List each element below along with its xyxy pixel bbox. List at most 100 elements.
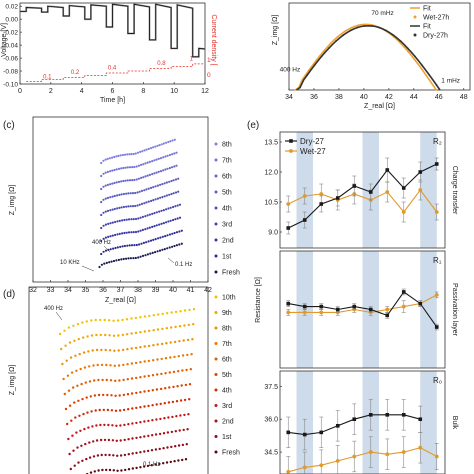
- legend-label: Wet-27: [300, 147, 326, 156]
- data-point: [127, 218, 131, 221]
- data-point: [178, 203, 182, 206]
- data-point: [65, 359, 68, 362]
- data-point: [115, 439, 119, 442]
- data-point: [139, 436, 142, 439]
- x-tick-label: 42: [385, 94, 393, 101]
- data-point: [172, 192, 175, 195]
- data-point: [166, 247, 169, 250]
- data-point: [162, 462, 165, 465]
- data-point: [145, 241, 148, 244]
- data-point: [147, 434, 150, 438]
- data-point: [155, 224, 158, 227]
- data-point: [126, 333, 129, 336]
- data-point: [164, 357, 168, 360]
- data-point: [135, 178, 138, 181]
- data-point: [130, 317, 133, 320]
- data-point: [135, 165, 138, 168]
- data-point: [112, 247, 115, 250]
- data-point: [130, 347, 133, 350]
- data-point: [163, 402, 166, 405]
- data-point: [173, 165, 176, 168]
- data-point: [157, 237, 160, 240]
- data-point: [111, 221, 114, 224]
- data-point: [171, 139, 174, 142]
- legend-marker: [214, 238, 218, 242]
- data-point: [160, 357, 163, 361]
- wet-marker: [302, 194, 307, 198]
- data-point: [88, 365, 91, 368]
- data-point: [166, 167, 169, 170]
- legend-marker: [214, 373, 218, 376]
- legend-label: Wet-27h: [423, 15, 449, 22]
- data-point: [141, 215, 144, 218]
- y-tick-label: 13.5: [264, 140, 278, 147]
- subplot-frame: [279, 250, 446, 369]
- data-point: [106, 157, 109, 160]
- data-point: [150, 186, 153, 189]
- data-point: [115, 424, 118, 427]
- data-point: [119, 154, 122, 157]
- data-point: [185, 443, 188, 446]
- data-point: [160, 342, 164, 346]
- data-point: [114, 379, 117, 382]
- data-point: [153, 225, 156, 228]
- data-point: [172, 218, 175, 222]
- data-point: [143, 345, 146, 348]
- data-point: [190, 353, 193, 356]
- legend-label: 1st: [222, 434, 231, 441]
- data-point: [102, 393, 105, 397]
- data-point: [160, 209, 163, 212]
- data-point: [164, 168, 167, 171]
- legend-label: Fresh: [222, 450, 240, 457]
- data-point: [137, 164, 140, 167]
- panel-label-c: (c): [3, 120, 15, 131]
- data-point: [183, 309, 187, 312]
- data-point: [173, 138, 176, 141]
- annotation: 70 mHz: [371, 10, 393, 17]
- data-point: [169, 356, 172, 359]
- data-point: [123, 423, 126, 427]
- data-point: [120, 258, 123, 261]
- data-point: [123, 438, 126, 442]
- data-point: [183, 324, 186, 327]
- data-point: [156, 328, 160, 331]
- panel-a: 0 2 4 6 8 10 120.020.00-0.02-0.04-0.06-0.08-0.…: [1, 2, 217, 104]
- data-point: [58, 332, 62, 336]
- x-tick-label: 36: [310, 94, 318, 101]
- data-point: [181, 458, 184, 462]
- legend-label: 5th: [222, 372, 232, 379]
- data-point: [152, 329, 155, 332]
- data-point: [101, 378, 104, 382]
- data-point: [144, 254, 147, 257]
- data-point: [139, 421, 142, 424]
- data-point: [140, 202, 144, 205]
- data-point: [136, 151, 140, 154]
- data-point: [105, 468, 108, 472]
- data-point: [88, 441, 91, 444]
- data-point: [135, 243, 138, 247]
- data-point: [86, 411, 89, 414]
- data-point: [158, 447, 161, 451]
- data-point: [167, 220, 170, 223]
- y-tick-label: -0.02: [3, 30, 18, 37]
- data-point: [116, 246, 119, 249]
- data-point: [102, 211, 105, 214]
- wet-marker: [418, 445, 423, 450]
- dry-marker: [401, 413, 406, 417]
- data-point: [428, 74, 431, 76]
- data-point: [153, 172, 156, 175]
- data-point: [147, 404, 150, 408]
- annotation: 1 mHz: [441, 78, 460, 85]
- data-point: [85, 320, 89, 323]
- data-point: [139, 331, 142, 334]
- data-point: [322, 50, 325, 53]
- legend-label: 7th: [222, 158, 232, 165]
- data-point: [400, 42, 402, 45]
- data-point: [127, 423, 130, 426]
- data-point: [118, 232, 121, 235]
- dry-marker: [385, 168, 390, 172]
- legend-label: 3rd: [222, 222, 232, 229]
- data-point: [109, 222, 112, 225]
- data-point: [123, 231, 126, 235]
